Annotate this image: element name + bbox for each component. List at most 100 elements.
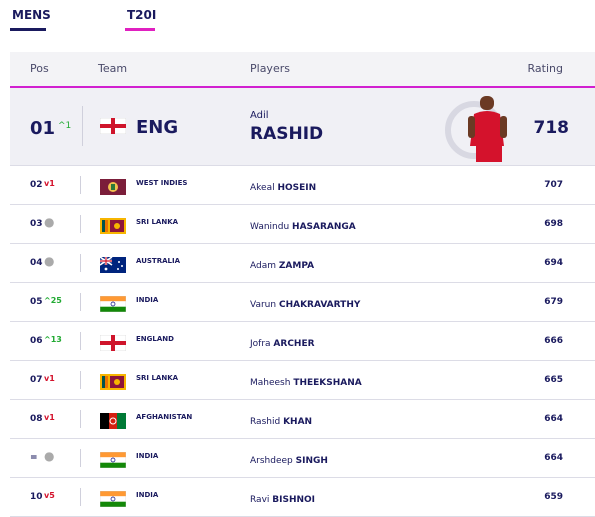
header-players: Players: [250, 62, 290, 75]
up-arrow-icon: ^: [58, 121, 66, 131]
england-flag-icon: [100, 335, 126, 351]
row-team: INDIA: [136, 296, 159, 304]
afghanistan-flag-icon: [100, 413, 126, 429]
row-movement-value: 1: [49, 374, 55, 383]
row-player: Adam ZAMPA: [250, 261, 314, 271]
table-row[interactable]: 08 v1 AFGHANISTAN Rashid KHAN 664: [10, 400, 595, 439]
no-change-dot-icon: ●: [44, 449, 55, 463]
row-player: Ravi BISHNOI: [250, 495, 315, 505]
row-player: Maheesh THEEKSHANA: [250, 378, 362, 388]
row-rating: 664: [544, 453, 563, 463]
row-player: Jofra ARCHER: [250, 339, 315, 349]
row-movement-value: 1: [49, 413, 55, 422]
row-position: 03: [30, 219, 43, 229]
row-position: 05: [30, 297, 43, 307]
row-team: SRI LANKA: [136, 374, 179, 382]
row-last-name: HASARANGA: [292, 222, 356, 232]
row-first-name: Wanindu: [250, 222, 290, 232]
row-rating: 666: [544, 336, 563, 346]
row-team: INDIA: [136, 452, 159, 460]
england-flag-icon: [100, 118, 126, 134]
row-last-name: ARCHER: [273, 339, 315, 349]
sri-lanka-flag-icon: [100, 374, 126, 390]
hero-rating: 718: [533, 118, 570, 138]
divider: [80, 449, 81, 467]
row-last-name: KHAN: [283, 417, 313, 427]
table-header: Pos Team Players Rating: [10, 52, 595, 88]
row-last-name: BISHNOI: [272, 495, 316, 505]
no-change-dot-icon: ●: [44, 215, 55, 229]
tab-mens-label: MENS: [12, 8, 51, 22]
row-player: Arshdeep SINGH: [250, 456, 328, 466]
divider: [80, 254, 81, 272]
row-last-name: CHAKRAVARTHY: [278, 300, 361, 310]
row-movement: ^25: [44, 296, 62, 305]
hero-movement-value: 1: [65, 121, 72, 131]
row-position: 10: [30, 492, 43, 502]
row-first-name: Rashid: [250, 417, 281, 427]
row-position: 02: [30, 180, 43, 190]
up-arrow-icon: ^: [44, 335, 51, 344]
table-row[interactable]: 04 ● AUSTRALIA Adam ZAMPA 694: [10, 244, 595, 283]
table-row[interactable]: 03 ● SRI LANKA Wanindu HASARANGA 698: [10, 205, 595, 244]
row-movement: v1: [44, 374, 55, 383]
india-flag-icon: [100, 452, 126, 468]
down-arrow-icon: v: [44, 179, 50, 188]
header-team: Team: [98, 62, 128, 75]
row-last-name: THEEKSHANA: [293, 378, 362, 388]
hero-first-name: Adil: [250, 110, 269, 121]
top-ranked-row[interactable]: 01 ^1 ENG Adil RASHID 718: [10, 88, 595, 166]
row-rating: 665: [544, 375, 563, 385]
row-rating: 707: [544, 180, 563, 190]
table-row[interactable]: 06 ^13 ENGLAND Jofra ARCHER 666: [10, 322, 595, 361]
row-movement-value: 25: [50, 296, 62, 305]
divider: [80, 332, 81, 350]
row-rating: 679: [544, 297, 563, 307]
row-movement: ●: [44, 254, 54, 268]
sri-lanka-flag-icon: [100, 218, 126, 234]
header-rating: Rating: [527, 62, 563, 75]
format-tabs: MENS T20I: [0, 0, 595, 38]
tab-mens-underline: [10, 28, 46, 31]
down-arrow-icon: v: [44, 413, 50, 422]
table-row[interactable]: = ● INDIA Arshdeep SINGH 664: [10, 439, 595, 478]
row-first-name: Akeal: [250, 183, 275, 193]
hero-movement: ^1: [58, 121, 71, 131]
table-row[interactable]: 05 ^25 INDIA Varun CHAKRAVARTHY 679: [10, 283, 595, 322]
table-row[interactable]: 07 v1 SRI LANKA Maheesh THEEKSHANA 665: [10, 361, 595, 400]
row-last-name: HOSEIN: [277, 183, 317, 193]
row-first-name: Maheesh: [250, 378, 291, 388]
table-row[interactable]: 02 v1 WEST INDIES Akeal HOSEIN 707: [10, 166, 595, 205]
row-position: 07: [30, 375, 43, 385]
divider: [80, 410, 81, 428]
table-row[interactable]: 10 v5 INDIA Ravi BISHNOI 659: [10, 478, 595, 517]
row-rating: 694: [544, 258, 563, 268]
divider: [80, 293, 81, 311]
row-first-name: Jofra: [250, 339, 271, 349]
row-movement: v5: [44, 491, 55, 500]
row-rating: 664: [544, 414, 563, 424]
row-team: SRI LANKA: [136, 218, 179, 226]
divider: [80, 176, 81, 194]
row-movement: ^13: [44, 335, 62, 344]
tab-t20i[interactable]: T20I: [125, 8, 156, 31]
row-position: 06: [30, 336, 43, 346]
row-team: INDIA: [136, 491, 159, 499]
down-arrow-icon: v: [44, 491, 50, 500]
row-position: 08: [30, 414, 43, 424]
up-arrow-icon: ^: [44, 296, 51, 305]
row-player: Akeal HOSEIN: [250, 183, 316, 193]
divider: [82, 106, 83, 146]
row-first-name: Varun: [250, 300, 277, 310]
row-rating: 659: [544, 492, 563, 502]
row-last-name: SINGH: [295, 456, 328, 466]
header-pos: Pos: [30, 62, 49, 75]
no-change-dot-icon: ●: [44, 254, 55, 268]
row-team: AUSTRALIA: [136, 257, 180, 265]
row-rating: 698: [544, 219, 563, 229]
row-first-name: Adam: [250, 261, 276, 271]
tab-mens[interactable]: MENS: [10, 8, 51, 31]
row-team: ENGLAND: [136, 335, 174, 343]
row-movement-value: 1: [49, 179, 55, 188]
row-position: 04: [30, 258, 43, 268]
